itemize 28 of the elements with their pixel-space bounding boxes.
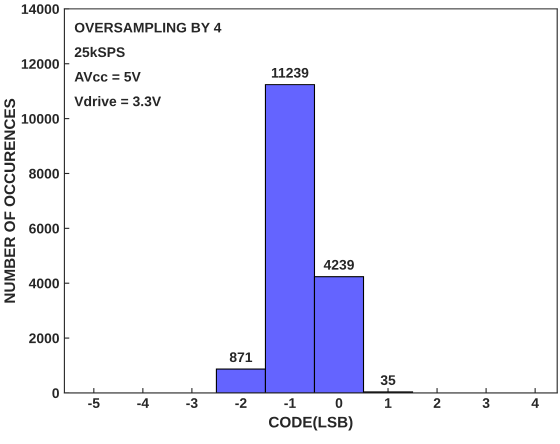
x-tick-label: 0 — [336, 398, 342, 408]
x-tick-label: -3 — [186, 398, 198, 408]
x-tick-label: 4 — [531, 398, 539, 408]
y-tick-label: 14000 — [22, 4, 59, 14]
y-tick-label: 4000 — [28, 278, 59, 288]
data-label: 35 — [380, 375, 396, 386]
x-tick-label: 1 — [385, 398, 392, 408]
y-tick-label: 10000 — [22, 114, 59, 124]
annotation: 25kSPS — [74, 46, 125, 58]
annotation: OVERSAMPLING BY 4 — [74, 22, 222, 33]
annotation: Vdrive = 3.3V — [74, 96, 162, 106]
data-label: 11239 — [272, 68, 308, 78]
y-axis-title: NUMBER OF OCCURENCES — [4, 98, 16, 303]
x-tick-label: -1 — [284, 398, 296, 408]
x-tick-label: -2 — [235, 398, 247, 408]
y-tick-label: 8000 — [29, 168, 59, 179]
x-tick-label: -4 — [137, 398, 149, 408]
y-tick-label: 0 — [52, 388, 59, 398]
data-label: 4239 — [324, 260, 354, 270]
x-axis-title: CODE(LSB) — [268, 416, 352, 431]
y-tick-label: 6000 — [29, 224, 59, 234]
y-tick-label: 12000 — [22, 59, 59, 69]
data-label: 871 — [230, 352, 252, 362]
x-tick-label: -5 — [88, 398, 100, 408]
y-tick-label: 2000 — [29, 333, 59, 344]
x-tick-label: 2 — [434, 398, 440, 408]
x-tick-label: 3 — [482, 398, 490, 408]
annotation: AVcc = 5V — [74, 72, 141, 82]
